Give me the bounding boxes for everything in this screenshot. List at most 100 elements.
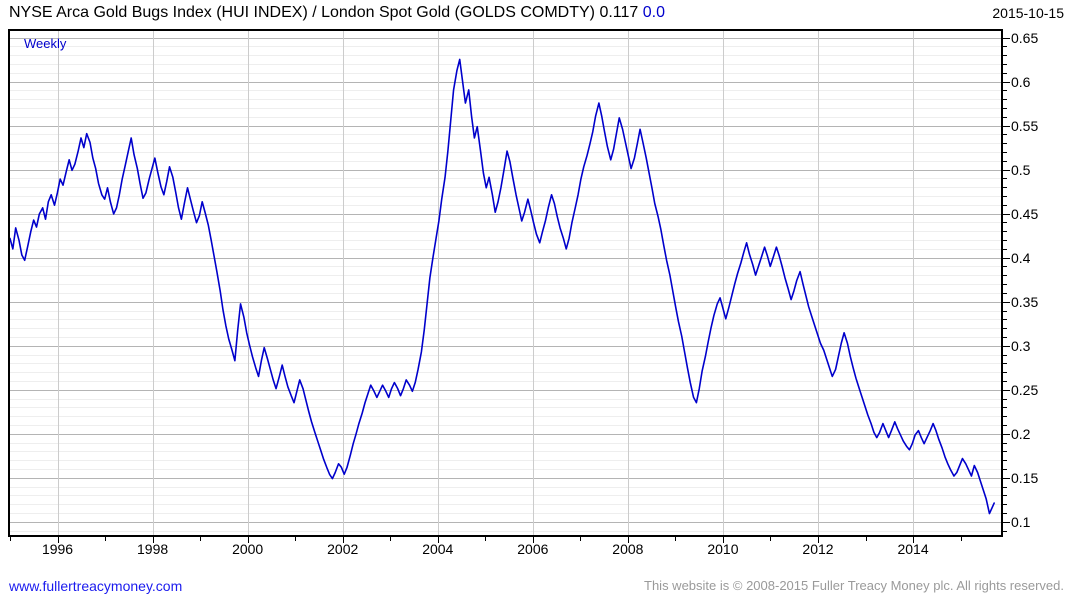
title-change-value: 0.0 — [642, 4, 666, 21]
gridline-minor-h — [10, 275, 1001, 277]
x-tick-label: 2012 — [802, 541, 834, 557]
gridline-minor-h — [10, 152, 1001, 154]
gridline-minor-h — [10, 319, 1001, 321]
y-tick-label: 0.15 — [1011, 469, 1039, 486]
y-tick-minor — [1003, 328, 1007, 330]
x-tick — [342, 537, 344, 543]
y-tick-minor — [1003, 310, 1007, 312]
y-tick-minor — [1003, 178, 1007, 180]
y-tick-minor — [1003, 231, 1007, 233]
x-tick-label: 2002 — [327, 541, 359, 557]
y-tick-label: 0.35 — [1011, 293, 1039, 310]
y-tick-minor — [1003, 196, 1007, 198]
y-tick-label: 0.1 — [1011, 513, 1031, 530]
gridline-major-v — [247, 31, 249, 535]
site-url[interactable]: www.fullertreacymoney.com — [9, 578, 183, 594]
gridline-minor-h — [10, 460, 1001, 462]
gridline-minor-h — [10, 442, 1001, 444]
y-tick-label: 0.2 — [1011, 425, 1031, 442]
gridline-minor-h — [10, 72, 1001, 74]
gridline-major-v — [532, 31, 534, 535]
y-tick-minor — [1003, 55, 1007, 57]
y-tick-minor — [1003, 248, 1007, 250]
price-series — [10, 58, 995, 515]
y-tick-minor — [1003, 266, 1007, 268]
y-tick-label: 0.55 — [1011, 117, 1039, 134]
x-tick — [913, 537, 915, 543]
y-tick-minor — [1003, 530, 1007, 532]
y-tick-minor — [1003, 424, 1007, 426]
x-tick — [532, 537, 534, 543]
gridline-minor-h — [10, 90, 1001, 92]
y-tick-minor — [1003, 204, 1007, 206]
gridline-minor-h — [10, 178, 1001, 180]
x-tick-minor — [770, 537, 772, 541]
gridline-minor-h — [10, 266, 1001, 268]
title-last-value: 0.117 — [599, 4, 639, 21]
x-tick-minor — [580, 537, 582, 541]
y-tick-minor — [1003, 222, 1007, 224]
plot-area[interactable]: Weekly — [8, 29, 1003, 537]
y-tick — [1003, 257, 1010, 259]
y-tick-minor — [1003, 486, 1007, 488]
gridlines — [10, 31, 1001, 535]
gridline-major-v — [818, 31, 819, 535]
page-title: NYSE Arca Gold Bugs Index (HUI INDEX) / … — [9, 4, 665, 22]
frequency-label: Weekly — [24, 36, 67, 51]
gridline-major-v — [722, 31, 724, 535]
gridline-minor-h — [10, 468, 1001, 470]
y-tick-label: 0.45 — [1011, 205, 1039, 222]
y-tick — [1003, 477, 1010, 479]
gridline-major-h — [10, 433, 1001, 435]
gridline-minor-h — [10, 512, 1001, 514]
y-tick-minor — [1003, 460, 1007, 462]
x-tick-minor — [10, 537, 11, 541]
y-tick-minor — [1003, 336, 1007, 338]
y-tick-minor — [1003, 284, 1007, 286]
y-tick-minor — [1003, 134, 1007, 136]
x-tick-label: 2004 — [422, 541, 454, 557]
gridline-major-h — [10, 213, 1001, 215]
gridline-minor-h — [10, 363, 1001, 365]
x-tick-label: 1998 — [137, 541, 169, 557]
gridline-minor-h — [10, 240, 1001, 242]
gridline-major-v — [627, 31, 629, 535]
y-tick-minor — [1003, 354, 1007, 356]
y-tick-minor — [1003, 442, 1007, 444]
gridline-minor-h — [10, 486, 1001, 488]
gridline-major-v — [437, 31, 439, 535]
chart-date: 2015-10-15 — [992, 5, 1064, 21]
y-tick-minor — [1003, 187, 1007, 189]
y-tick-minor — [1003, 372, 1007, 374]
x-tick — [818, 537, 819, 543]
y-tick-minor — [1003, 116, 1007, 118]
gridline-minor-h — [10, 328, 1001, 330]
gridline-minor-h — [10, 222, 1001, 224]
chart-header: NYSE Arca Gold Bugs Index (HUI INDEX) / … — [0, 0, 1075, 28]
y-tick-minor — [1003, 99, 1007, 101]
y-tick-minor — [1003, 275, 1007, 277]
y-tick-minor — [1003, 468, 1007, 470]
x-tick — [722, 537, 724, 543]
x-tick-minor — [675, 537, 677, 541]
y-tick-label: 0.25 — [1011, 381, 1039, 398]
gridline-minor-h — [10, 55, 1001, 57]
gridline-major-h — [10, 477, 1001, 479]
y-tick-minor — [1003, 380, 1007, 382]
y-tick-label: 0.3 — [1011, 337, 1031, 354]
y-tick-minor — [1003, 495, 1007, 497]
x-tick-minor — [485, 537, 487, 541]
gridline-minor-h — [10, 530, 1001, 532]
gridline-major-h — [10, 521, 1001, 523]
gridline-minor-h — [10, 372, 1001, 374]
x-tick-label: 2008 — [612, 541, 644, 557]
gridline-minor-h — [10, 495, 1001, 497]
gridline-minor-h — [10, 99, 1001, 101]
gridline-major-h — [10, 37, 1001, 39]
y-tick-minor — [1003, 90, 1007, 92]
gridline-minor-h — [10, 231, 1001, 233]
gridline-minor-h — [10, 204, 1001, 206]
title-text: NYSE Arca Gold Bugs Index (HUI INDEX) / … — [9, 4, 595, 21]
y-tick — [1003, 345, 1010, 347]
